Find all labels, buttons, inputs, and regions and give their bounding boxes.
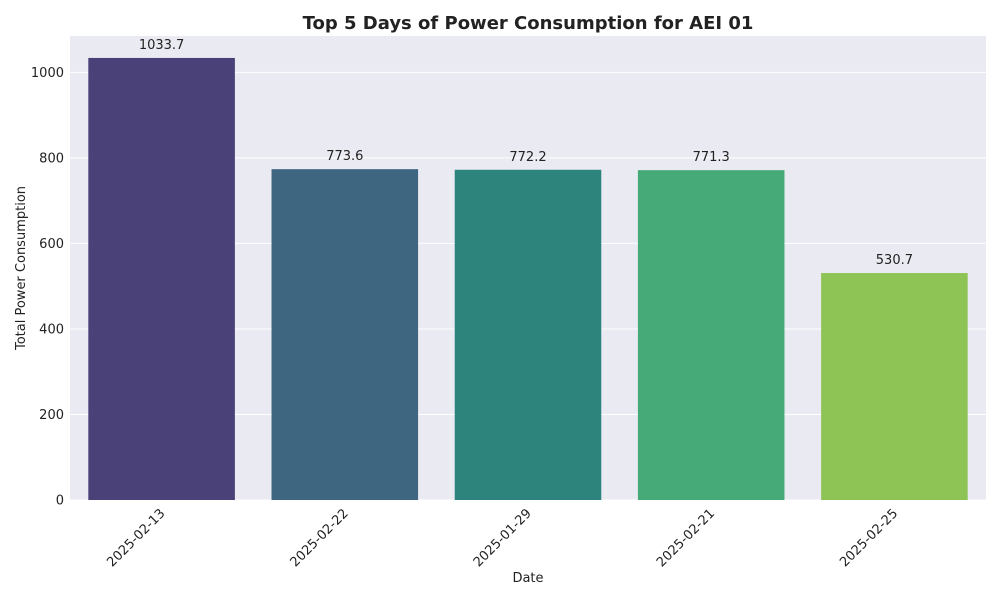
y-tick-label: 800 (39, 151, 64, 166)
bar (454, 169, 602, 500)
y-tick-label: 200 (39, 408, 64, 423)
bar-value-label: 773.6 (326, 149, 363, 164)
bar-value-label: 772.2 (509, 150, 546, 165)
y-tick-label: 1000 (31, 66, 64, 81)
bar (821, 273, 968, 500)
bar-value-label: 530.7 (876, 253, 913, 268)
bar (88, 57, 235, 500)
y-tick-label: 600 (39, 237, 64, 252)
bar-value-label: 771.3 (693, 150, 730, 165)
data-labels: 1033.7 773.6 772.2 771.3 530.7 (139, 38, 913, 268)
x-axis-label: Date (512, 571, 543, 586)
bar-value-label: 1033.7 (139, 38, 185, 53)
y-axis-label: Total Power Consumption (14, 186, 29, 351)
bar (271, 169, 419, 500)
chart-title: Top 5 Days of Power Consumption for AEI … (303, 13, 754, 34)
y-axis-ticks: 0 200 400 600 800 1000 (31, 66, 64, 509)
bar (637, 170, 785, 500)
y-tick-label: 400 (39, 322, 64, 337)
y-tick-label: 0 (56, 494, 64, 509)
bars (88, 57, 968, 500)
